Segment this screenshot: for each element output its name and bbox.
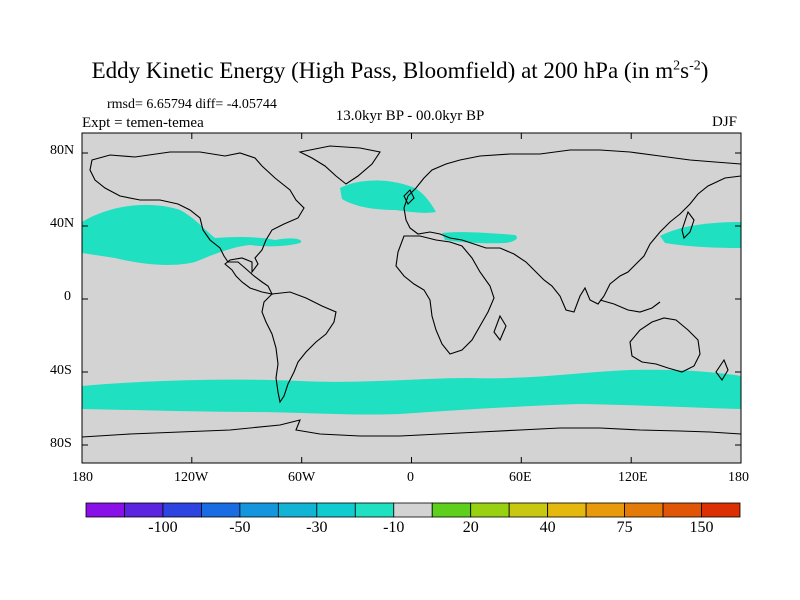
x-label-180e: 180 [728, 470, 749, 485]
map-background-field [82, 133, 741, 463]
y-label-40n: 40N [50, 216, 75, 231]
colorbar-box-7 [354, 502, 395, 518]
axis-ticks [81, 133, 742, 463]
colorbar-box-2 [162, 502, 202, 518]
period-label: 13.0kyr BP - 00.0kyr BP [335, 108, 485, 124]
southern-ocean-anomaly [82, 369, 741, 415]
x-label-60e: 60E [509, 470, 532, 485]
colorbar-label-4: 20 [462, 519, 479, 536]
mediterranean-asia-anomaly [442, 232, 517, 244]
colorbar-label-0: -100 [148, 519, 178, 536]
colorbar-box-5 [277, 502, 318, 518]
japan-coast [681, 210, 695, 240]
x-label-0: 0 [407, 470, 414, 485]
colorbar-label-2: -30 [306, 519, 328, 536]
australia-coast [629, 317, 701, 373]
colorbar [85, 502, 741, 518]
colorbar-box-9 [431, 502, 472, 518]
colorbar-label-3: -10 [383, 519, 405, 536]
south-america-coast [261, 291, 337, 404]
north-pacific-anomaly [82, 204, 302, 265]
x-label-120e: 120E [618, 470, 648, 485]
africa-coast [395, 235, 495, 355]
colorbar-box-12 [547, 502, 587, 518]
europe-asia-coast [403, 149, 741, 313]
y-label-40s: 40S [50, 363, 72, 378]
anomaly-regions [82, 180, 741, 415]
colorbar-box-4 [239, 502, 279, 518]
colorbar-box-8 [393, 502, 433, 518]
colorbar-box-11 [508, 502, 549, 518]
madagascar-coast [493, 314, 507, 342]
north-america-coast [89, 151, 305, 295]
x-label-120w: 120W [174, 470, 209, 485]
greenland-coast [298, 145, 381, 185]
colorbar-label-5: 40 [539, 519, 556, 536]
colorbar-box-15 [662, 502, 702, 518]
season-label: DJF [712, 114, 738, 130]
experiment-label: Expt = temen-temea [82, 115, 204, 131]
colorbar-box-14 [624, 502, 664, 518]
north-atlantic-anomaly [340, 180, 436, 213]
colorbar-box-10 [470, 502, 510, 518]
british-isles-coast [403, 189, 415, 205]
y-label-0: 0 [64, 289, 71, 304]
colorbar-box-13 [585, 502, 625, 518]
y-label-80n: 80N [50, 143, 75, 158]
colorbar-box-6 [316, 502, 356, 518]
colorbar-box-0 [85, 502, 125, 518]
x-label-180w: 180 [72, 470, 93, 485]
coastlines [82, 145, 741, 438]
indonesia-coast [599, 299, 661, 313]
new-zealand-coast [715, 358, 729, 381]
colorbar-label-1: -50 [229, 519, 251, 536]
colorbar-box-1 [124, 502, 164, 518]
colorbar-label-6: 75 [616, 519, 633, 536]
colorbar-box-3 [201, 502, 241, 518]
colorbar-box-16 [701, 502, 741, 518]
antarctica-coast [82, 419, 741, 438]
west-pacific-anomaly [660, 222, 741, 248]
stats-label: rmsd= 6.65794 diff= -4.05744 [107, 97, 277, 112]
colorbar-label-7: 150 [689, 519, 714, 536]
x-label-60w: 60W [288, 470, 316, 485]
chart-title: Eddy Kinetic Energy (High Pass, Bloomfie… [91, 58, 709, 83]
y-label-80s: 80S [50, 436, 72, 451]
